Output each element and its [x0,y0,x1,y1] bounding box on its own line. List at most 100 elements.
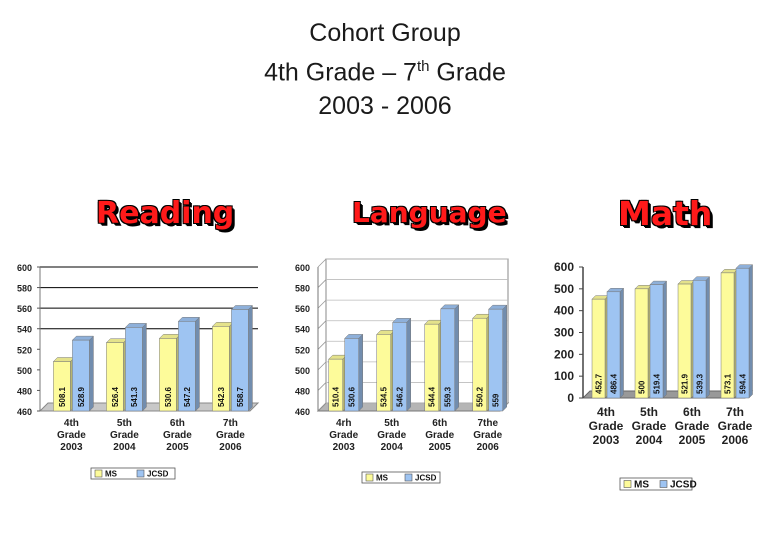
category-label-1: Grade [632,419,667,433]
category-label-2: 2005 [679,433,706,447]
y-tick-label: 520 [17,345,32,355]
y-tick-label: 580 [17,284,32,294]
legend-swatch-ms [94,469,103,478]
legend-swatch-jcsd [659,480,668,488]
bar-jcsd-1-side [142,322,147,412]
value-label-ms-3: 550.2 [476,386,485,407]
value-label-jcsd-1: 519.4 [653,373,662,394]
bar-ms-2 [159,338,177,412]
value-label-jcsd-2: 539.3 [696,373,705,394]
bar-ms-2 [677,283,692,399]
language-heading: Language [352,196,507,229]
category-label-0: 2003 [333,442,356,453]
category-label-0: 4th [64,418,79,429]
value-label-jcsd-0: 530.6 [348,386,357,407]
category-label-0: Grade [589,419,624,433]
category-label-1: 5th [640,405,658,419]
legend-swatch-ms [623,480,632,488]
y-tick-label: 500 [295,366,310,376]
gridline-diag [317,258,327,268]
bar-jcsd-0-side [358,333,363,412]
y-tick-label: 100 [554,369,574,383]
gridline-diag [317,299,327,309]
category-label-3: 2006 [722,433,749,447]
gridline-diag [317,402,327,412]
category-label-2: 6th [170,418,185,429]
bar-jcsd-2-side [195,316,200,412]
bar-jcsd-0-top [71,335,95,341]
y-tick-label: 400 [554,304,574,318]
category-label-2: 2005 [166,442,189,453]
value-label-jcsd-3: 559 [492,393,501,407]
bar-ms-0 [53,361,71,412]
legend: MS JCSD [619,477,697,491]
gridline-diag [317,361,327,371]
legend-label-jcsd: JCSD [147,470,169,479]
title-line-2-main: 4th Grade – 7 [264,58,417,87]
legend: MS JCSD [361,471,441,484]
category-label-1: 2004 [636,433,663,447]
legend-label-ms: MS [105,470,118,479]
value-label-jcsd-0: 486.4 [610,373,619,394]
value-label-ms-3: 573.1 [724,373,733,394]
page-title: Cohort Group 4th Grade – 7th Grade 2003 … [0,16,770,123]
y-tick-label: 460 [17,407,32,417]
category-label-2: Grade [675,419,710,433]
y-tick-label: 460 [295,407,310,417]
y-tick-label: 500 [17,366,32,376]
bar-jcsd-2 [440,308,455,412]
bar-jcsd-1-side [662,280,667,399]
category-label-2: Grade [425,430,454,441]
bar-ms-0-top [52,357,76,362]
category-label-3: 2006 [477,442,500,453]
legend-label-ms: MS [376,474,389,483]
bar-jcsd-1-side [406,317,411,412]
y-tick-label: 580 [295,284,310,294]
title-line-2-superscript: th [416,58,430,75]
bar-jcsd-1-top [124,323,148,328]
y-tick-label: 520 [295,345,310,355]
value-label-jcsd-3: 594.4 [739,373,748,394]
value-label-jcsd-2: 547.2 [183,386,192,407]
bar-jcsd-0-side [619,287,624,399]
reading-heading: Reading [96,196,235,231]
legend-swatch-jcsd [136,469,145,478]
bar-jcsd-3 [231,309,249,412]
math-heading: Math [618,194,713,233]
legend-label-ms: MS [634,480,649,491]
bar-jcsd-1 [649,284,664,399]
y-tick-label: 540 [295,325,310,335]
category-label-1: 2004 [381,442,404,453]
bar-ms-0 [328,358,343,412]
category-label-1: 5th [384,418,399,429]
bar-jcsd-3-top [230,305,254,310]
y-tick-label: 300 [554,326,574,340]
category-label-2: 6th [683,405,701,419]
bar-ms-3-top [211,322,235,327]
bar-jcsd-0 [606,291,621,399]
category-label-1: Grade [377,430,406,441]
value-label-ms-2: 530.6 [164,386,173,407]
category-label-2: 6th [432,418,447,429]
bar-jcsd-0 [72,339,90,412]
y-tick-label: 600 [554,260,574,274]
category-label-0: 4rh [336,418,352,429]
category-label-3: Grade [473,430,502,441]
value-label-ms-3: 542.3 [217,386,226,407]
title-line-3: 2003 - 2006 [318,92,452,121]
category-label-0: 2003 [60,442,83,453]
bar-jcsd-1 [125,327,143,412]
bar-jcsd-2-side [454,304,459,412]
y-tick-label: 0 [567,391,574,405]
category-label-0: Grade [329,430,358,441]
bar-ms-0 [591,298,606,399]
y-tick-label: 560 [295,304,310,314]
bar-ms-3 [472,317,487,412]
bar-ms-1 [634,288,649,399]
bar-ms-2 [424,323,439,412]
legend-label-jcsd: JCSD [415,474,437,483]
title-line-1: Cohort Group [309,19,461,47]
category-label-1: Grade [110,430,139,441]
